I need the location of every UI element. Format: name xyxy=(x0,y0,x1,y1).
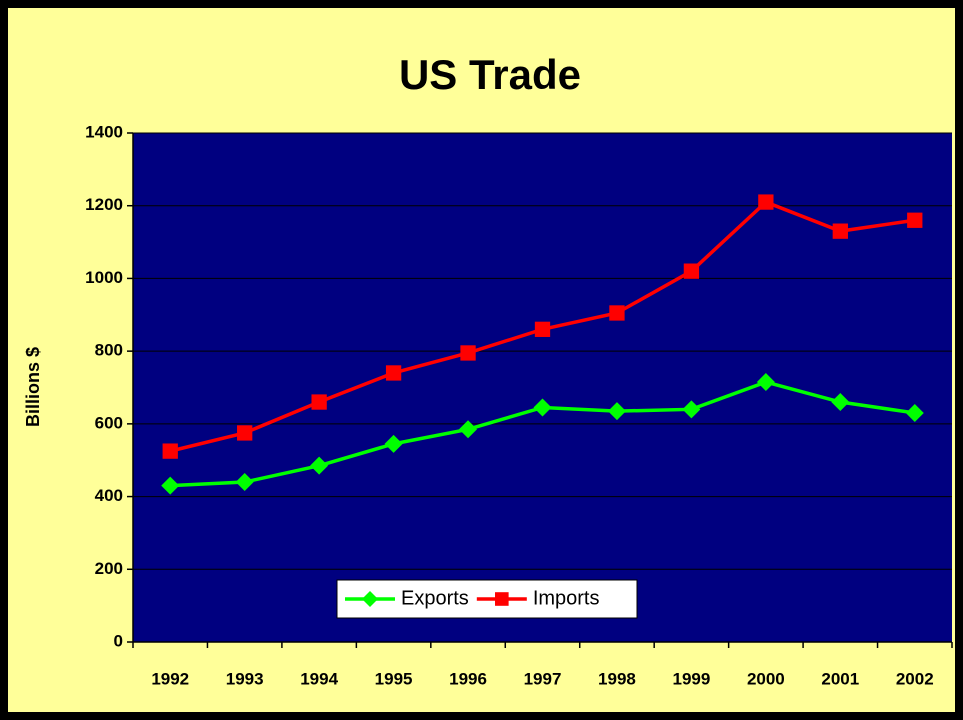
legend-label: Imports xyxy=(533,587,600,609)
y-tick-label: 1000 xyxy=(85,268,123,287)
y-axis-label: Billions $ xyxy=(23,347,43,427)
marker xyxy=(495,592,509,606)
y-tick-label: 400 xyxy=(95,486,123,505)
marker xyxy=(758,194,774,210)
marker xyxy=(237,425,253,441)
x-tick-label: 1992 xyxy=(151,669,189,688)
x-tick-label: 1999 xyxy=(672,669,710,688)
marker xyxy=(756,373,775,392)
x-tick-label: 2001 xyxy=(821,669,859,688)
marker xyxy=(907,212,923,228)
x-tick-label: 2000 xyxy=(747,669,785,688)
y-tick-label: 800 xyxy=(95,341,123,360)
y-tick-label: 1200 xyxy=(85,195,123,214)
x-tick-label: 1994 xyxy=(300,669,338,688)
marker xyxy=(533,398,552,417)
y-tick-label: 0 xyxy=(114,631,123,650)
marker xyxy=(311,394,327,410)
marker xyxy=(609,305,625,321)
marker xyxy=(385,365,402,381)
y-tick-label: 200 xyxy=(95,559,123,578)
x-tick-label: 1995 xyxy=(375,669,413,688)
marker xyxy=(460,345,476,361)
marker xyxy=(310,456,329,475)
marker xyxy=(362,591,378,607)
marker xyxy=(832,223,848,239)
marker xyxy=(162,443,178,459)
marker xyxy=(459,420,478,439)
x-tick-label: 1993 xyxy=(226,669,264,688)
marker xyxy=(682,400,701,419)
marker xyxy=(831,393,850,412)
legend-label: Exports xyxy=(401,587,469,609)
x-tick-label: 1998 xyxy=(598,669,636,688)
marker xyxy=(384,434,403,453)
marker xyxy=(683,263,700,279)
marker xyxy=(905,403,924,422)
x-tick-label: 1996 xyxy=(449,669,487,688)
y-tick-label: 1400 xyxy=(85,122,123,141)
marker xyxy=(161,476,180,495)
marker xyxy=(607,402,626,421)
marker xyxy=(534,321,551,337)
plot-area xyxy=(133,133,952,642)
y-tick-label: 600 xyxy=(95,413,123,432)
x-tick-label: 2002 xyxy=(896,669,934,688)
marker xyxy=(235,473,254,492)
x-tick-label: 1997 xyxy=(524,669,562,688)
chart-title: US Trade xyxy=(399,51,581,98)
